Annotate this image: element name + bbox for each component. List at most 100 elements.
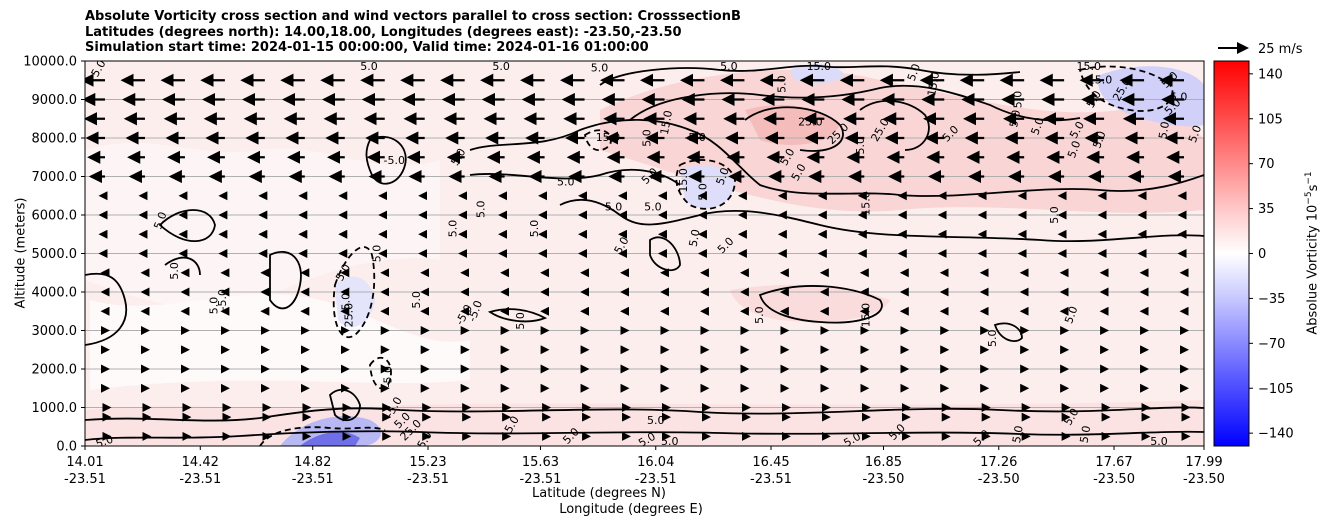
- contour-label: 25.0: [342, 303, 355, 328]
- contour-label: 15.0: [1076, 60, 1101, 73]
- contour-label: 5.0: [986, 329, 999, 347]
- contour-label: 5.0: [410, 291, 423, 309]
- contour-label: 5.0: [1029, 116, 1047, 137]
- x-axis-title-lat: Latitude (degrees N): [532, 486, 666, 501]
- y-tick-label: 6000.0: [32, 209, 78, 224]
- y-tick-label: 5000.0: [32, 247, 78, 262]
- contour-label: 5.0: [370, 245, 383, 263]
- contour-line-solid: [469, 118, 1204, 197]
- contour-label: 5.0: [557, 175, 575, 188]
- contour-label: 5.0: [605, 200, 623, 213]
- x-tick-label-lon: -23.51: [179, 472, 221, 487]
- contour-label: 5.0: [94, 433, 115, 451]
- contour-label: 5.0: [492, 60, 510, 73]
- x-tick-label-lat: 15.23: [409, 455, 446, 470]
- x-tick-label-lon: -23.50: [1093, 472, 1135, 487]
- contour-line-solid: [269, 250, 302, 310]
- y-tick-label: 0.0: [56, 440, 77, 455]
- contour-labels: 5.0 5.0 5.0 5.0 5.05.015.0 5.0 15.015.015.025.…: [89, 60, 1204, 451]
- contour-label: 5.0: [207, 297, 220, 315]
- colorbar-ticks: 140 105 70 35 0 −35 −70 −105 −140: [1249, 67, 1294, 442]
- colorbar-tick-label: −35: [1258, 292, 1285, 307]
- contour-label: 5.0: [1010, 425, 1026, 444]
- contour-label: -5.0: [384, 154, 405, 167]
- contour-label: 5.0: [720, 60, 738, 73]
- contour-label: 15.0: [1088, 73, 1113, 86]
- contour-line-dashed: [259, 426, 386, 446]
- y-tick-label: 4000.0: [32, 286, 78, 301]
- contour-label: 5.0: [1007, 109, 1023, 128]
- chart-title: Absolute Vorticity cross section and win…: [85, 9, 741, 56]
- colorbar-tick-label: 140: [1258, 67, 1283, 82]
- x-tick-label-lon: -23.50: [978, 472, 1020, 487]
- field-pink-lower: [730, 284, 890, 322]
- contour-line-solid: [164, 256, 201, 276]
- y-tick-label: 10000.0: [23, 55, 77, 70]
- x-tick-label-lon: -23.51: [750, 472, 792, 487]
- contour-line-dashed: [332, 246, 376, 338]
- contour-label: 5.0: [1156, 120, 1172, 139]
- y-tick-label: 2000.0: [32, 363, 78, 378]
- x-tick-label-lon: -23.51: [64, 472, 106, 487]
- x-tick-label-lat: 14.42: [182, 455, 219, 470]
- contour-label: 5.0: [1065, 139, 1083, 160]
- x-tick-label-lat: 17.67: [1095, 455, 1132, 470]
- contour-label: 5.0: [687, 228, 703, 247]
- x-tick-label-lon: -23.51: [292, 472, 334, 487]
- contour-label: 15.0: [860, 191, 873, 216]
- contour-label: 5.0: [528, 220, 541, 238]
- x-tick-label-lon: -23.51: [407, 472, 449, 487]
- title-line-2: Latitudes (degrees north): 14.00,18.00, …: [85, 24, 682, 40]
- colorbar-tick-label: 35: [1258, 202, 1275, 217]
- contour-line-solid: [744, 106, 844, 152]
- contour-label: 15.0: [596, 131, 621, 144]
- contour-line-solid: [365, 135, 407, 185]
- contour-line-solid: [629, 84, 1081, 122]
- x-tick-label-lat: 16.85: [865, 455, 902, 470]
- contour-line-dashed: [369, 356, 392, 390]
- contour-label: 15.0: [677, 168, 690, 193]
- quiver-key: 25 m/s: [1218, 42, 1303, 57]
- y-axis-title: Altitude (meters): [14, 198, 29, 309]
- title-line-1: Absolute Vorticity cross section and win…: [85, 9, 741, 24]
- contour-label: 5.0: [640, 129, 653, 147]
- colorbar-tick-label: −140: [1258, 427, 1294, 442]
- x-tick-label-lat: 17.99: [1185, 455, 1222, 470]
- contour-label: 5.0: [1170, 91, 1188, 104]
- x-tick-label-lon: -23.51: [520, 472, 562, 487]
- colorbar: [1213, 60, 1250, 447]
- contour-label: 5.0: [661, 435, 679, 448]
- contour-label: 5.0: [168, 262, 181, 280]
- field-white-region: [85, 142, 440, 309]
- contour-label: 15.0: [658, 109, 675, 135]
- x-axis: 14.01 -23.51 14.42 -23.51 14.82 -23.51 15.23 -2…: [64, 446, 1225, 487]
- contour-label: 5.0: [775, 75, 788, 93]
- x-tick-label-lon: -23.50: [1183, 472, 1225, 487]
- contour-label: 5.0: [905, 62, 923, 83]
- colorbar-label: Absolue Vorticity 10−5s−1: [1304, 171, 1321, 334]
- contour-label: 15.0: [807, 60, 832, 73]
- contour-label: 5.0: [1078, 425, 1094, 444]
- contour-label: 5.0: [514, 312, 527, 330]
- x-tick-label-lat: 17.26: [980, 455, 1017, 470]
- contour-line-dashed: [583, 129, 612, 152]
- contour-label: 5.0: [446, 220, 459, 238]
- y-axis: 0.0 1000.0 2000.0 3000.0 4000.0 5000.0 6000.0 7…: [23, 55, 85, 455]
- contour-label: 5.0: [714, 166, 732, 187]
- contour-label: 5.0: [854, 137, 867, 155]
- contour-label: -5.0: [339, 293, 352, 314]
- contour-label: -5.0: [216, 289, 229, 310]
- contour-label: 5.0: [474, 200, 487, 218]
- contour-label: -5.0: [382, 366, 395, 387]
- contour-label: 5.0: [591, 62, 609, 75]
- x-tick-label-lon: -23.50: [863, 472, 905, 487]
- contour-lines-negative: [259, 65, 1174, 446]
- contour-label: 5.0: [1048, 206, 1061, 224]
- colorbar-tick-label: −105: [1258, 382, 1294, 397]
- y-tick-label: 8000.0: [32, 132, 78, 147]
- contour-label: 5.0: [753, 306, 766, 324]
- x-tick-label-lat: 14.01: [66, 455, 103, 470]
- y-tick-label: 1000.0: [32, 401, 78, 416]
- x-tick-label-lat: 15.63: [522, 455, 559, 470]
